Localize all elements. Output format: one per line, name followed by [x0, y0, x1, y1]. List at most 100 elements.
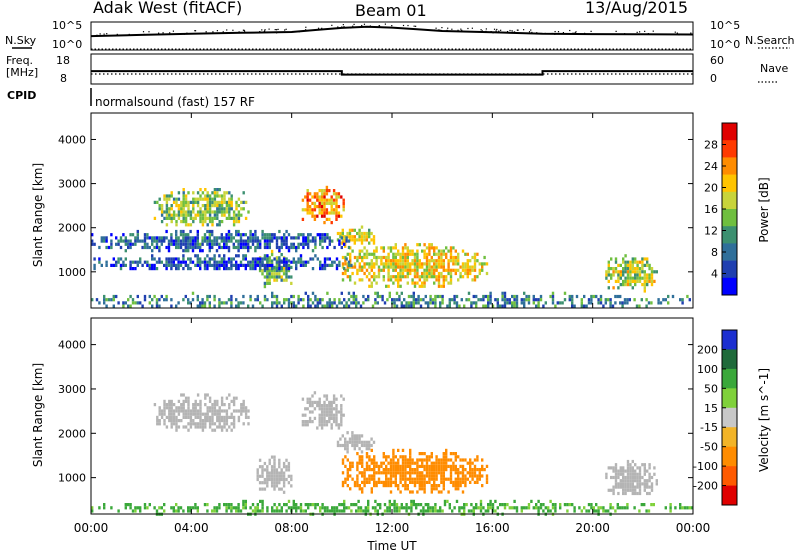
scatter-cell: [175, 204, 178, 208]
scatter-cell: [204, 213, 207, 217]
scatter-cell: [349, 468, 352, 472]
scatter-cell: [455, 301, 459, 305]
scatter-cell: [223, 503, 226, 507]
scatter-cell: [392, 474, 395, 478]
scatter-cell: [445, 464, 448, 468]
scatter-cell: [445, 252, 448, 256]
scatter-cell: [643, 482, 646, 486]
scatter-cell: [218, 298, 221, 302]
scatter-cell: [646, 279, 649, 283]
scatter-cell: [301, 208, 305, 212]
scatter-cell: [418, 275, 421, 279]
scatter-cell: [208, 406, 212, 410]
scatter-cell: [373, 480, 376, 484]
scatter-cell: [404, 461, 407, 465]
scatter-cell: [370, 468, 373, 472]
scatter-cell: [434, 301, 437, 305]
scatter-cell: [254, 245, 257, 250]
scatter-cell: [360, 225, 364, 229]
scatter-cell: [621, 304, 624, 308]
scatter-cell: [523, 506, 526, 510]
scatter-cell: [332, 189, 336, 193]
scatter-cell: [619, 469, 622, 473]
scatter-cell: [335, 198, 338, 202]
scatter-cell: [373, 455, 376, 459]
scatter-cell: [631, 260, 634, 264]
scatter-cell: [442, 249, 445, 253]
scatter-cell: [266, 263, 269, 267]
scatter-cell: [216, 207, 219, 211]
scatter-cell: [381, 298, 384, 302]
scatter-cell: [423, 255, 426, 260]
scatter-cell: [561, 301, 564, 305]
scatter-cell: [470, 304, 473, 308]
scatter-cell: [189, 245, 192, 250]
scatter-cell: [220, 419, 224, 423]
scatter-cell: [139, 257, 142, 261]
scatter-cell: [191, 242, 195, 246]
scatter-cell: [208, 204, 212, 208]
scatter-cell: [297, 233, 300, 237]
colorbar-segment: [722, 243, 737, 261]
scatter-cell: [355, 304, 358, 308]
scatter-cell: [337, 211, 341, 215]
scatter-cell: [213, 294, 216, 299]
scatter-cell: [287, 259, 291, 263]
scatter-cell: [170, 415, 173, 419]
scatter-cell: [155, 236, 159, 240]
scatter-cell: [306, 192, 309, 196]
scatter-cell: [392, 458, 395, 462]
scatter-cell: [182, 236, 185, 240]
scatter-cell: [469, 468, 472, 472]
colorbar-tick-label: -200: [693, 480, 718, 493]
scatter-cell: [410, 503, 413, 507]
scatter-cell: [458, 506, 461, 510]
scatter-cell: [237, 233, 240, 237]
scatter-cell: [470, 301, 473, 305]
scatter-cell: [117, 242, 120, 246]
scatter-cell: [170, 263, 173, 267]
scatter-cell: [151, 254, 154, 258]
scatter-cell: [218, 207, 221, 211]
scatter-cell: [165, 204, 169, 208]
scatter-cell: [306, 201, 309, 205]
scatter-cell: [356, 443, 359, 448]
scatter-cell: [314, 236, 317, 240]
scatter-cell: [314, 506, 317, 510]
scatter-cell: [124, 301, 127, 305]
scatter-cell: [599, 298, 603, 302]
scatter-cell: [208, 239, 211, 243]
scatter-cell: [220, 425, 224, 429]
scatter-cell: [483, 468, 486, 472]
scatter-cell: [374, 291, 377, 295]
scatter-cell: [411, 458, 414, 462]
scatter-cell: [258, 474, 262, 478]
scatter-cell: [537, 499, 540, 503]
scatter-cell: [411, 262, 414, 266]
scatter-cell: [271, 506, 274, 510]
scatter-cell: [335, 407, 338, 411]
scatter-cell: [301, 420, 305, 424]
scatter-cell: [278, 229, 281, 234]
scatter-cell: [122, 233, 125, 237]
scatter-cell: [388, 506, 391, 510]
scatter-cell: [346, 484, 349, 488]
scatter-cell: [319, 267, 322, 271]
scatter-cell: [256, 471, 259, 475]
scatter-cell: [172, 409, 176, 413]
scatter-cell: [551, 503, 555, 507]
scatter-cell: [285, 468, 288, 472]
scatter-cell: [124, 242, 127, 246]
scatter-cell: [225, 506, 228, 510]
scatter-cell: [631, 469, 634, 473]
scatter-cell: [411, 259, 414, 263]
scatter-cell: [199, 403, 202, 407]
scatter-cell: [638, 488, 642, 492]
scatter-cell: [332, 407, 336, 411]
scatter-cell: [409, 464, 412, 468]
scatter-cell: [287, 465, 291, 469]
scatter-cell: [648, 475, 651, 480]
scatter-cell: [228, 204, 231, 208]
scatter-cell: [263, 257, 267, 261]
scatter-cell: [411, 249, 414, 253]
